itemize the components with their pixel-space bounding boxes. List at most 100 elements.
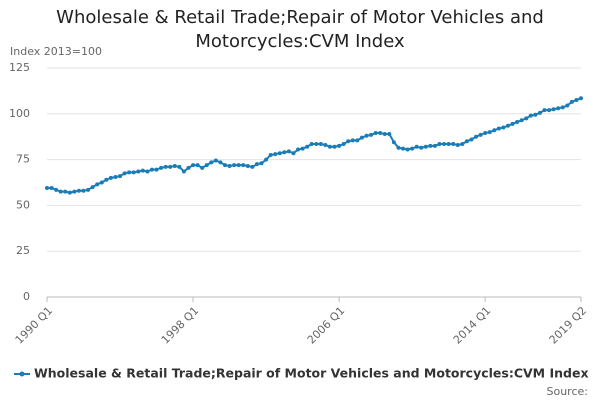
data-point: [245, 164, 250, 169]
data-point: [305, 144, 310, 149]
data-point: [113, 175, 118, 180]
data-point: [136, 169, 141, 174]
data-line: [47, 97, 582, 194]
data-point: [551, 107, 556, 112]
x-tick-label: 2019 Q2: [547, 304, 590, 347]
data-point: [54, 187, 59, 192]
data-point: [223, 163, 227, 168]
x-tick-label: 2006 Q1: [305, 304, 348, 347]
data-point: [496, 126, 501, 131]
data-point: [286, 149, 291, 154]
data-point: [236, 163, 241, 168]
data-point: [168, 164, 173, 169]
data-point: [204, 163, 209, 168]
data-point: [423, 144, 428, 149]
data-point: [209, 160, 214, 165]
data-point: [460, 142, 465, 147]
data-point: [501, 125, 506, 130]
y-tick-label: 125: [9, 61, 30, 74]
data-point: [191, 163, 196, 168]
data-point: [99, 180, 104, 185]
data-point: [254, 162, 259, 167]
data-point: [579, 96, 583, 101]
data-point: [355, 138, 360, 143]
data-point: [528, 113, 533, 118]
data-point: [127, 170, 132, 175]
data-point: [250, 164, 255, 169]
data-point: [232, 163, 237, 168]
data-point: [483, 131, 488, 136]
data-point: [259, 161, 264, 166]
data-point: [533, 112, 538, 117]
data-point: [163, 164, 168, 169]
data-point: [314, 142, 319, 147]
data-point: [268, 153, 273, 158]
data-point: [149, 167, 154, 172]
data-point: [364, 133, 369, 138]
data-point: [200, 165, 205, 170]
data-point: [369, 132, 374, 137]
data-point: [474, 134, 479, 139]
data-point: [95, 182, 100, 187]
data-point: [273, 152, 278, 157]
data-point: [282, 150, 287, 155]
data-point: [181, 169, 186, 174]
y-tick-label: 25: [16, 244, 30, 257]
data-point: [469, 137, 474, 142]
data-point: [67, 190, 72, 195]
data-point: [159, 165, 164, 170]
data-point: [241, 163, 246, 168]
data-point: [86, 187, 91, 192]
data-point: [177, 164, 182, 169]
data-point: [560, 105, 565, 110]
data-point: [227, 164, 232, 169]
data-point: [442, 142, 447, 147]
data-point: [131, 170, 136, 175]
y-tick-label: 100: [9, 107, 30, 120]
data-point: [565, 103, 570, 108]
data-point: [291, 151, 296, 156]
data-point: [63, 189, 68, 194]
data-point: [432, 143, 437, 148]
data-point: [218, 160, 223, 165]
data-point: [122, 171, 127, 176]
data-point: [373, 131, 378, 136]
data-point: [90, 185, 95, 190]
data-point: [414, 144, 419, 149]
data-point: [172, 164, 177, 169]
data-point: [542, 108, 547, 113]
data-point: [524, 116, 529, 121]
data-point: [487, 130, 492, 135]
chart-title: Wholesale & Retail Trade;Repair of Motor…: [56, 7, 544, 52]
data-point: [556, 106, 561, 111]
data-point: [455, 142, 460, 147]
data-point: [213, 158, 218, 163]
data-point: [478, 132, 483, 137]
data-point: [359, 135, 364, 140]
data-point: [341, 142, 346, 147]
x-tick-label: 2014 Q1: [451, 304, 494, 347]
data-point: [300, 146, 305, 151]
data-point: [277, 151, 282, 156]
data-point: [428, 143, 433, 148]
data-point: [195, 163, 200, 168]
data-point: [410, 146, 415, 151]
data-point: [519, 118, 524, 123]
data-point: [264, 157, 269, 162]
source: Source:: [547, 385, 589, 398]
data-point: [537, 110, 542, 115]
data-point: [318, 142, 323, 147]
data-point: [81, 188, 86, 193]
data-point: [350, 138, 355, 143]
legend-marker: [19, 371, 25, 377]
data-point: [346, 139, 351, 144]
data-point: [76, 188, 81, 193]
data-point: [547, 108, 552, 113]
data-point: [296, 147, 301, 152]
data-point: [154, 167, 159, 172]
data-point: [492, 128, 497, 133]
y-tick-label: 50: [16, 198, 30, 211]
x-tick-label: 1990 Q1: [13, 304, 56, 347]
data-point: [332, 144, 337, 149]
